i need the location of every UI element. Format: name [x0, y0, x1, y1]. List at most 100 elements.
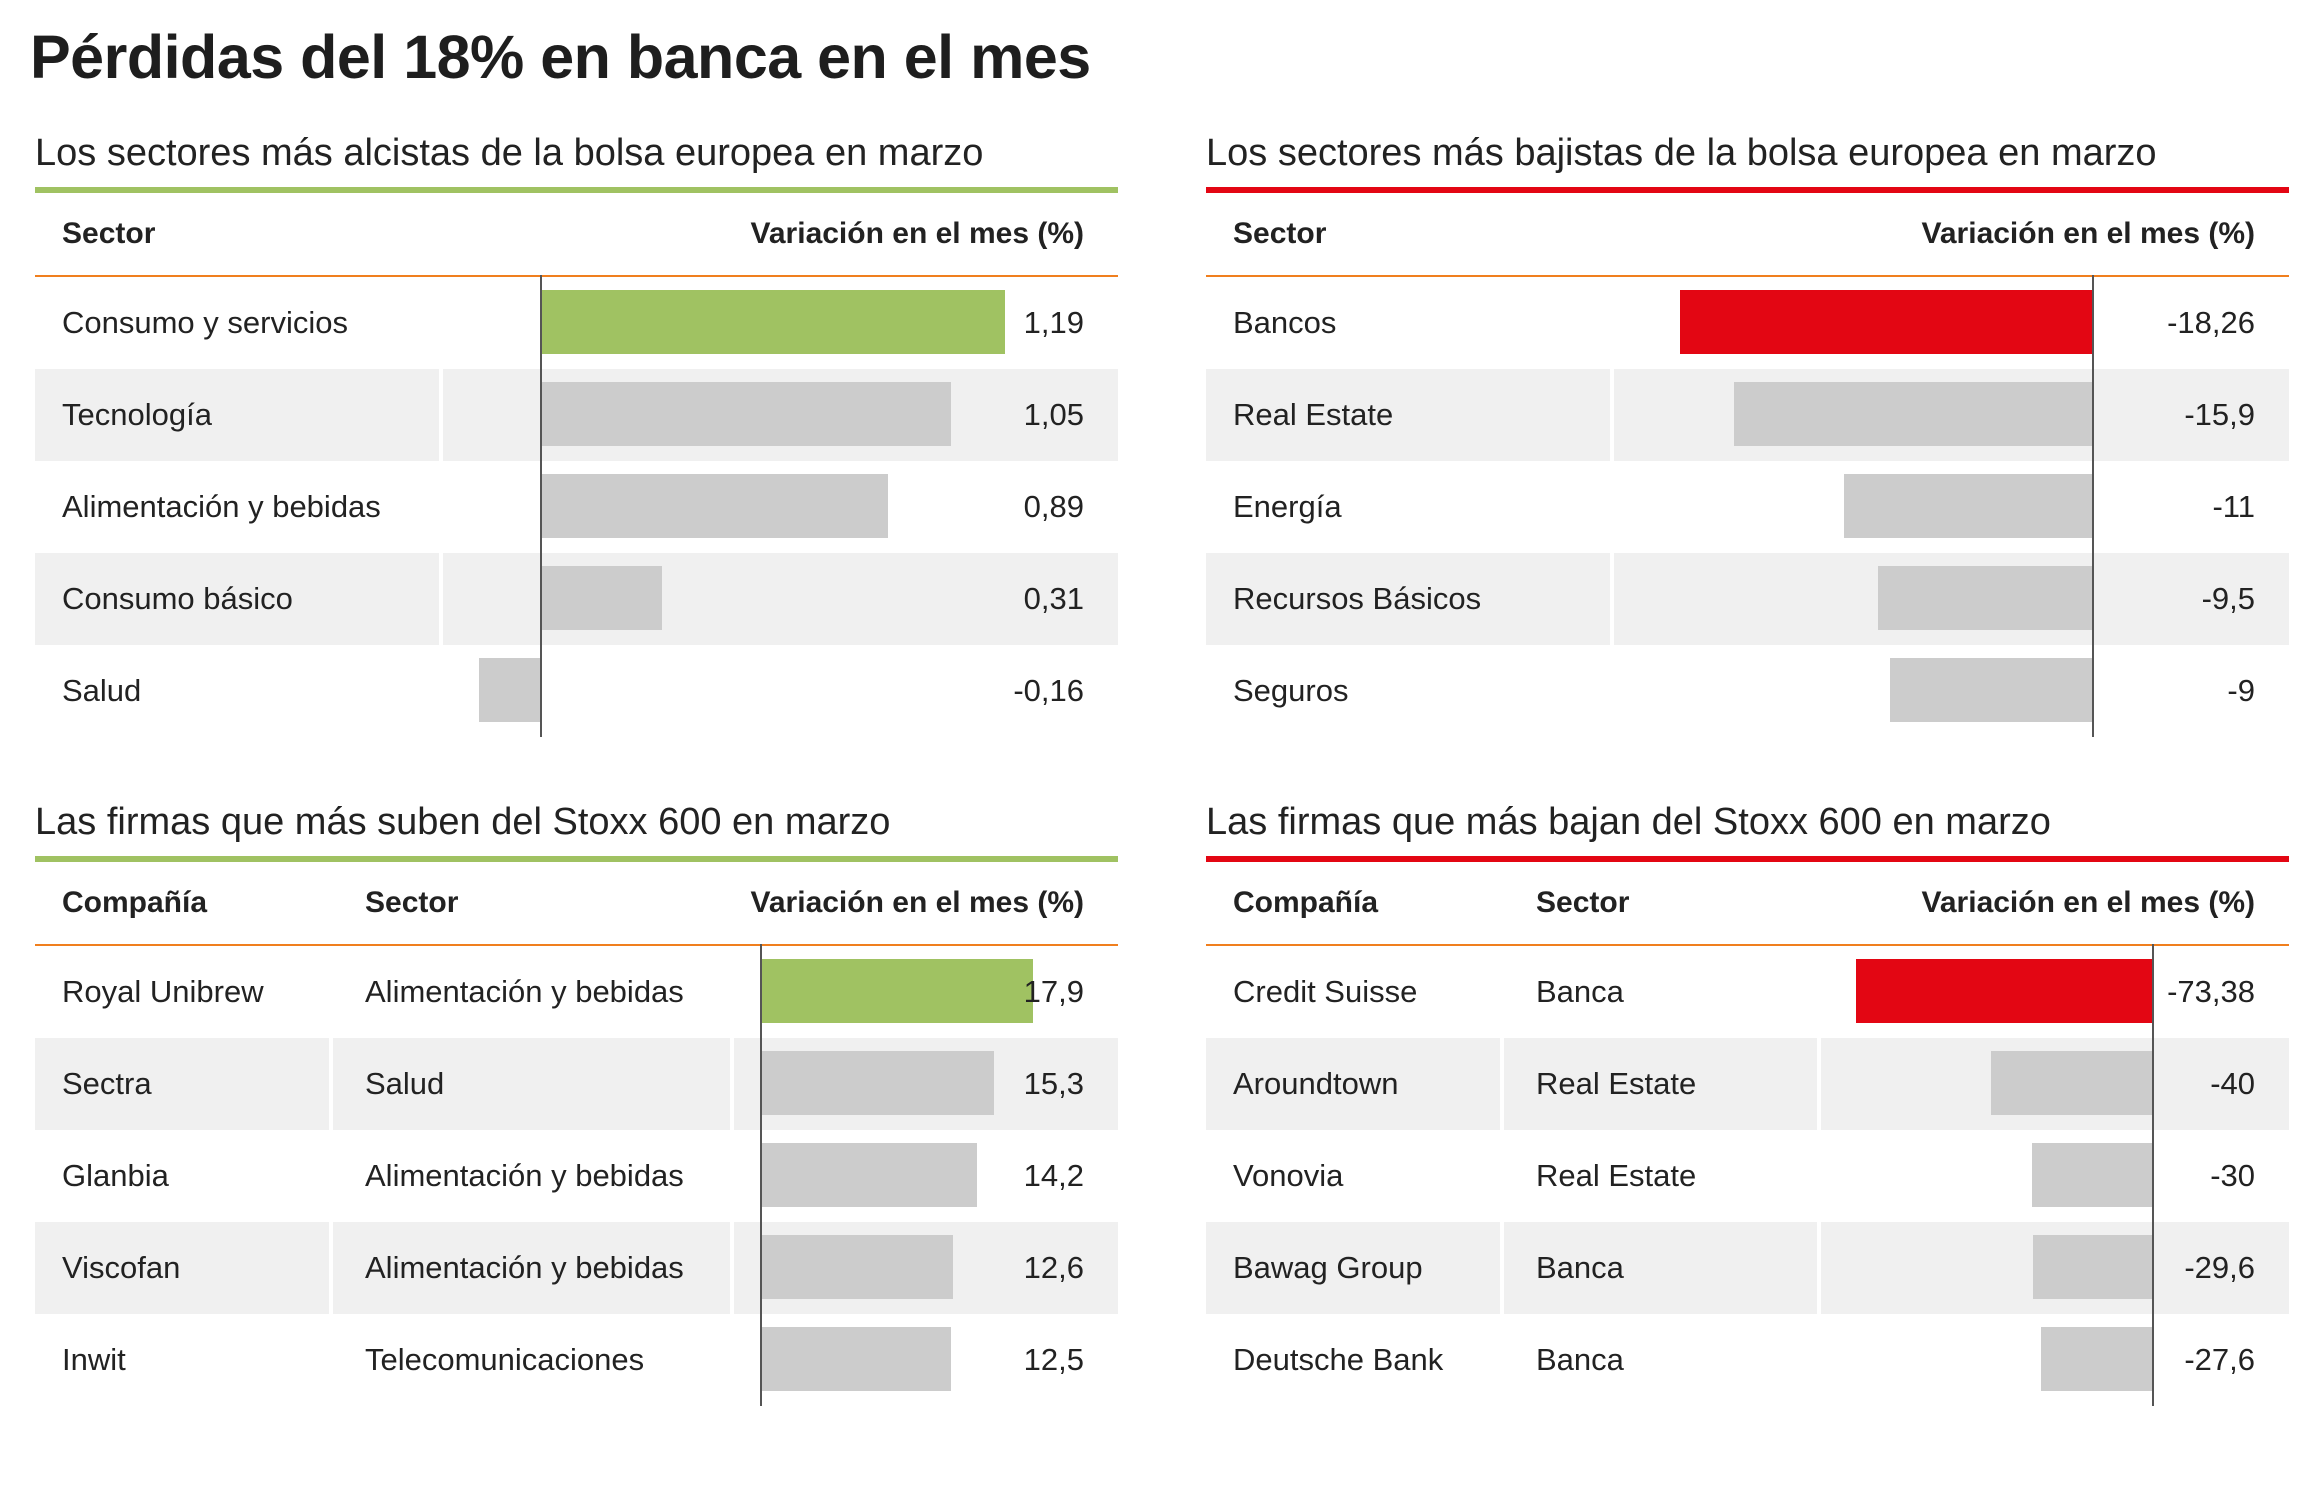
company-name: Viscofan — [62, 1250, 181, 1285]
column-header-sector: Sector — [1233, 217, 1327, 250]
bar-mark — [761, 959, 1034, 1023]
column-separator — [329, 1222, 333, 1314]
table-row: Salud -0,16 — [35, 645, 1118, 737]
sector-name: Consumo básico — [62, 581, 293, 616]
column-separator — [1610, 369, 1614, 461]
column-separator — [329, 1038, 333, 1130]
company-name: Credit Suisse — [1233, 974, 1418, 1009]
value-label: 12,5 — [1023, 1342, 1084, 1377]
column-header-sector: Sector — [62, 217, 156, 250]
bar-mark — [541, 474, 889, 538]
bar-mark — [1680, 290, 2093, 354]
sector-name: Recursos Básicos — [1233, 581, 1482, 616]
page-title: Pérdidas del 18% en banca en el mes — [30, 23, 1091, 91]
column-header-company: Compañía — [62, 886, 208, 919]
zero-axis-line — [760, 944, 762, 1406]
company-name: Royal Unibrew — [62, 974, 264, 1009]
bar-mark — [2033, 1235, 2153, 1299]
value-label: -29,6 — [2184, 1250, 2255, 1285]
column-separator — [730, 1038, 734, 1130]
table-row: Alimentación y bebidas 0,89 — [35, 461, 1118, 553]
table-header: Compañía Sector Variación en el mes (%) — [35, 862, 1118, 946]
sector-name: Telecomunicaciones — [365, 1342, 645, 1377]
column-separator — [1817, 1038, 1821, 1130]
bar-mark — [761, 1327, 951, 1391]
value-label: 0,31 — [1023, 581, 1084, 616]
column-header-sector: Sector — [1536, 886, 1630, 919]
value-label: -18,26 — [2167, 305, 2255, 340]
table-row: Deutsche Bank Banca -27,6 — [1206, 1314, 2289, 1406]
column-separator — [1817, 1222, 1821, 1314]
bar-mark — [2041, 1327, 2153, 1391]
value-label: -30 — [2210, 1158, 2255, 1193]
table-row: Bawag Group Banca -29,6 — [1206, 1222, 2289, 1314]
column-separator — [730, 1222, 734, 1314]
table-row: Recursos Básicos -9,5 — [1206, 553, 2289, 645]
bar-mark — [1889, 658, 2093, 722]
table-row: Energía -11 — [1206, 461, 2289, 553]
value-label: -15,9 — [2184, 397, 2255, 432]
bar-mark — [1855, 959, 2153, 1023]
sector-name: Salud — [62, 673, 142, 708]
chart-panel-top-gainers-companies: Las firmas que más suben del Stoxx 600 e… — [35, 794, 1118, 1406]
chart-panel-top-losers-companies: Las firmas que más bajan del Stoxx 600 e… — [1206, 794, 2289, 1406]
column-separator — [439, 369, 443, 461]
sector-name: Tecnología — [62, 397, 212, 432]
company-name: Inwit — [62, 1342, 126, 1377]
panel-title: Los sectores más alcistas de la bolsa eu… — [35, 132, 984, 174]
column-separator — [439, 553, 443, 645]
table-row: Tecnología 1,05 — [35, 369, 1118, 461]
value-label: 0,89 — [1023, 489, 1084, 524]
value-label: 15,3 — [1023, 1066, 1084, 1101]
table-row: Credit Suisse Banca -73,38 — [1206, 946, 2289, 1038]
sector-name: Consumo y servicios — [62, 305, 348, 340]
table-row: Bancos -18,26 — [1206, 277, 2289, 369]
table-row: Consumo básico 0,31 — [35, 553, 1118, 645]
table-body: Consumo y servicios 1,19 Tecnología 1,05 Ali… — [35, 277, 1118, 737]
title-rule — [35, 856, 1118, 862]
table-header: Sector Variación en el mes (%) — [1206, 193, 2289, 277]
table-body: Royal Unibrew Alimentación y bebidas 17,9 S… — [35, 946, 1118, 1406]
table-row: Sectra Salud 15,3 — [35, 1038, 1118, 1130]
table-body: Bancos -18,26 Real Estate -15,9 Energía -11 Re… — [1206, 277, 2289, 737]
bar-mark — [1878, 566, 2093, 630]
zero-axis-line — [2152, 944, 2154, 1406]
sector-name: Energía — [1233, 489, 1342, 524]
bar-mark — [2031, 1143, 2153, 1207]
company-name: Vonovia — [1233, 1158, 1344, 1193]
sector-name: Banca — [1536, 974, 1624, 1009]
value-label: -0,16 — [1013, 673, 1084, 708]
title-rule — [1206, 856, 2289, 862]
company-name: Deutsche Bank — [1233, 1342, 1444, 1377]
value-label: 17,9 — [1023, 974, 1084, 1009]
bar-mark — [1844, 474, 2093, 538]
panel-title: Las firmas que más bajan del Stoxx 600 e… — [1206, 801, 2051, 843]
title-rule — [1206, 187, 2289, 193]
company-name: Glanbia — [62, 1158, 169, 1193]
column-header-variation: Variación en el mes (%) — [750, 886, 1084, 919]
bar-mark — [1991, 1051, 2153, 1115]
data-table: Compañía Sector Variación en el mes (%) … — [35, 862, 1118, 1406]
table-row: Consumo y servicios 1,19 — [35, 277, 1118, 369]
value-label: -9,5 — [2201, 581, 2255, 616]
table-row: Seguros -9 — [1206, 645, 2289, 737]
table-header: Compañía Sector Variación en el mes (%) — [1206, 862, 2289, 946]
value-label: -11 — [2212, 489, 2255, 524]
bar-mark — [761, 1235, 953, 1299]
value-label: 14,2 — [1023, 1158, 1084, 1193]
column-separator — [1610, 553, 1614, 645]
table-row: Vonovia Real Estate -30 — [1206, 1130, 2289, 1222]
table-header: Sector Variación en el mes (%) — [35, 193, 1118, 277]
value-label: -9 — [2227, 673, 2255, 708]
sector-name: Real Estate — [1536, 1066, 1697, 1101]
sector-name: Alimentación y bebidas — [365, 974, 684, 1009]
zero-axis-line — [540, 275, 542, 737]
data-table: Sector Variación en el mes (%) Consumo y… — [35, 193, 1118, 737]
table-row: Real Estate -15,9 — [1206, 369, 2289, 461]
company-name: Sectra — [62, 1066, 152, 1101]
value-label: 1,19 — [1023, 305, 1084, 340]
bar-mark — [1733, 382, 2093, 446]
bar-mark — [761, 1051, 994, 1115]
value-label: -40 — [2210, 1066, 2255, 1101]
sector-name: Real Estate — [1536, 1158, 1697, 1193]
